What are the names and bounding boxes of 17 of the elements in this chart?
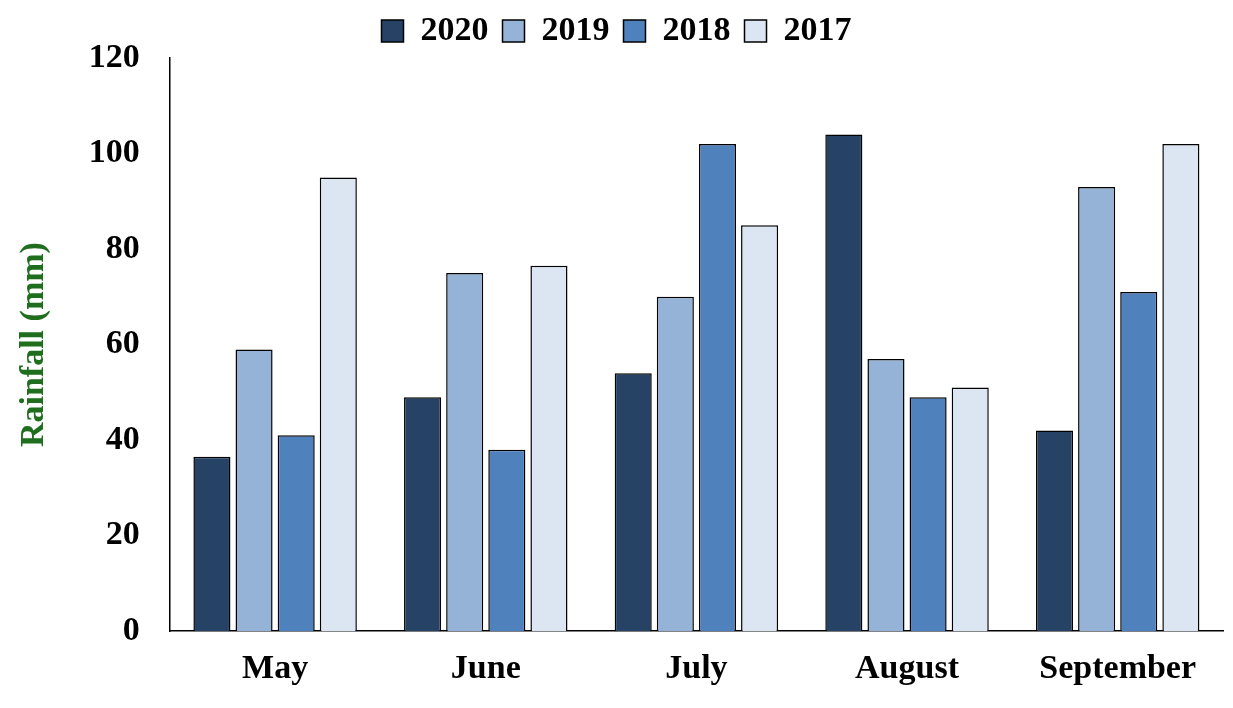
y-tick-label: 20: [105, 514, 140, 552]
y-tick-label: 120: [88, 36, 140, 74]
y-axis-title: Rainfall (mm): [13, 242, 52, 448]
x-tick-label: May: [242, 648, 309, 686]
x-tick-label: August: [855, 648, 960, 686]
y-tick-label: 60: [105, 323, 140, 361]
y-tick-label: 80: [105, 227, 140, 265]
legend-label: 2020: [420, 9, 489, 47]
y-tick-label: 0: [122, 609, 140, 647]
x-tick-label: July: [665, 648, 728, 686]
y-tick-label: 100: [88, 132, 140, 170]
legend-label: 2018: [662, 9, 731, 47]
x-tick-label: June: [450, 648, 521, 686]
legend-label: 2019: [541, 9, 610, 47]
x-tick-label: September: [1039, 648, 1197, 686]
y-tick-label: 40: [105, 418, 140, 456]
legend-label: 2017: [783, 9, 852, 47]
